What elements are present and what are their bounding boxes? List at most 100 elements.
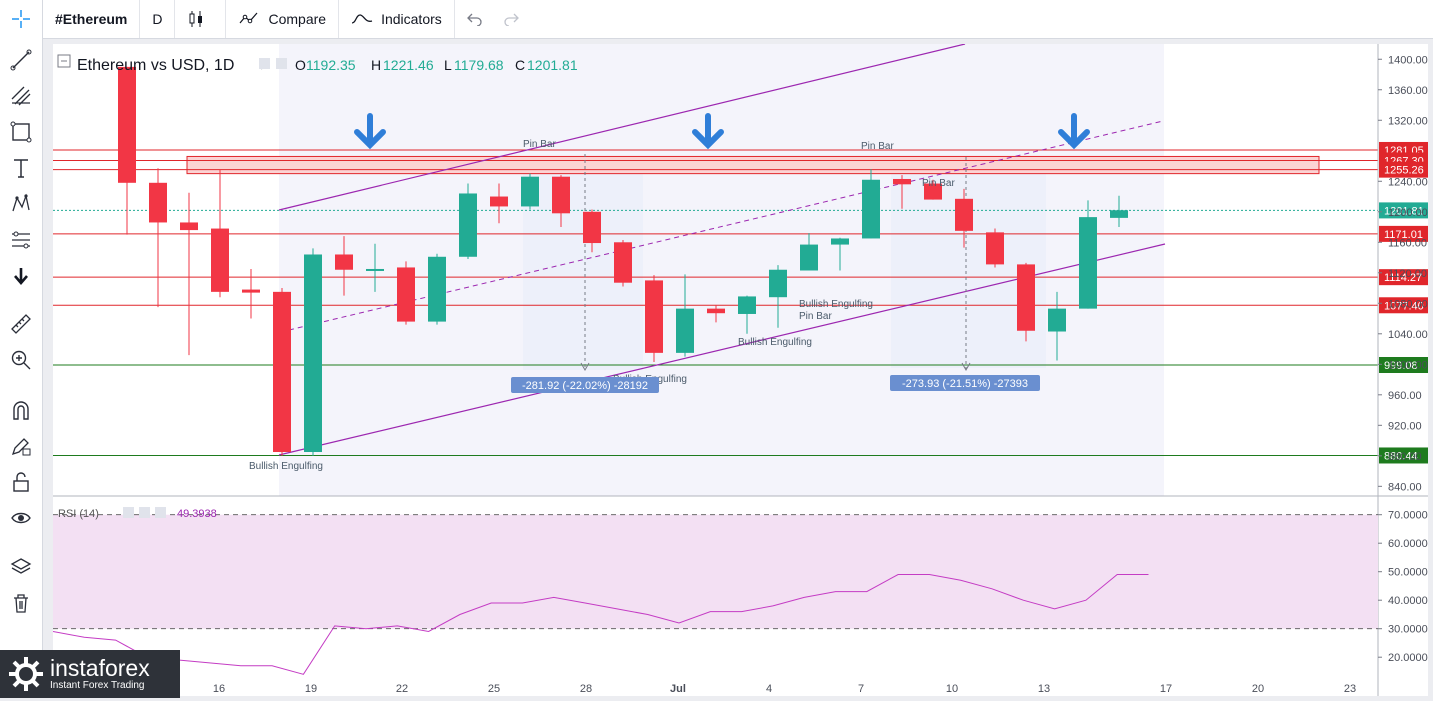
candle-body[interactable]	[707, 308, 725, 314]
candle-body[interactable]	[1110, 210, 1128, 218]
candle-body[interactable]	[862, 179, 880, 239]
magnet-icon[interactable]	[6, 395, 36, 425]
candle-body[interactable]	[304, 254, 322, 453]
level-price-label: 1171.01	[1384, 229, 1423, 241]
legend-c-label: C	[515, 57, 525, 73]
candle-body[interactable]	[211, 228, 229, 292]
trend-line-icon[interactable]	[6, 45, 36, 75]
candle-body[interactable]	[800, 244, 818, 271]
candle-body[interactable]	[149, 182, 167, 223]
x-tick-label: 28	[580, 683, 592, 695]
candle-body[interactable]	[428, 256, 446, 322]
pitchfork-icon[interactable]	[6, 81, 36, 111]
candle-body[interactable]	[366, 268, 384, 271]
candle-body[interactable]	[645, 280, 663, 353]
zoom-in-icon[interactable]	[6, 345, 36, 375]
y-tick-label: 1120.00	[1388, 268, 1427, 280]
crosshair-icon[interactable]	[6, 4, 36, 34]
candle-body[interactable]	[1017, 264, 1035, 331]
candle-body[interactable]	[552, 176, 570, 214]
level-price-label: 1077.40	[1384, 300, 1424, 312]
x-tick-label: 10	[946, 683, 958, 695]
undo-icon	[466, 13, 482, 26]
candle-body[interactable]	[335, 254, 353, 270]
candle-body[interactable]	[1079, 217, 1097, 309]
channel-upper-line[interactable]	[278, 43, 966, 211]
candle-body[interactable]	[521, 176, 539, 207]
redo-icon	[504, 13, 519, 26]
candle-body[interactable]	[769, 269, 787, 298]
lock-icon[interactable]	[6, 467, 36, 497]
interval-button[interactable]: D	[140, 0, 176, 38]
candle-body[interactable]	[924, 183, 942, 200]
candle-body[interactable]	[242, 289, 260, 293]
layers-icon[interactable]	[6, 552, 36, 582]
candle-body[interactable]	[583, 211, 601, 244]
rectangle-icon[interactable]	[6, 117, 36, 147]
candle-body[interactable]	[273, 291, 291, 453]
x-tick-label: 22	[396, 683, 408, 695]
measure-badge-label: -273.93 (-21.51%) -27393	[902, 378, 1028, 390]
indicators-icon	[351, 14, 373, 24]
brand-logo: instaforex Instant Forex Trading	[0, 650, 180, 698]
candle-body[interactable]	[180, 222, 198, 231]
ruler-icon[interactable]	[6, 309, 36, 339]
legend-h-value: 1221.46	[383, 57, 434, 73]
symbol-search[interactable]: #Ethereum	[43, 0, 141, 38]
pattern-label: Pin Bar	[861, 141, 894, 152]
x-tick-label: 7	[858, 683, 864, 695]
fib-icon[interactable]	[6, 225, 36, 255]
indicators-button[interactable]: Indicators	[339, 0, 455, 38]
compare-button[interactable]: Compare	[226, 0, 340, 38]
chart-style-button[interactable]	[175, 0, 227, 38]
pattern-icon[interactable]	[6, 189, 36, 219]
pattern-label: Pin Bar	[523, 139, 556, 150]
candle-body[interactable]	[1048, 308, 1066, 332]
y-tick-label: 840.00	[1388, 481, 1422, 493]
candle-body[interactable]	[118, 66, 136, 183]
y-tick-label: 1360.00	[1388, 85, 1428, 97]
y-tick-label: 1200.00	[1388, 207, 1428, 219]
candle-body[interactable]	[738, 296, 756, 314]
text-icon[interactable]	[6, 153, 36, 183]
x-tick-label: 17	[1160, 683, 1172, 695]
down-arrow-marker[interactable]	[354, 113, 386, 150]
top-toolbar: #Ethereum D Compare Indicators	[43, 0, 1433, 39]
pattern-label: Pin Bar	[922, 178, 955, 189]
arrow-down-icon[interactable]	[6, 261, 36, 291]
level-price-label: 880.44	[1384, 450, 1418, 462]
interval-label: D	[152, 11, 163, 27]
candle-body[interactable]	[490, 196, 508, 207]
level-price-tag	[1379, 161, 1428, 178]
undo-button[interactable]	[455, 0, 503, 38]
pattern-label: Bullish Engulfing	[738, 337, 812, 348]
candle-body[interactable]	[397, 267, 415, 322]
candles-icon	[189, 11, 203, 27]
candle-body[interactable]	[831, 238, 849, 245]
candle-body[interactable]	[614, 242, 632, 283]
gear-icon[interactable]	[276, 58, 287, 69]
legend-o-value: 1192.35	[306, 57, 356, 73]
compare-label: Compare	[268, 11, 327, 27]
candle-body[interactable]	[986, 232, 1004, 265]
candle-body[interactable]	[676, 308, 694, 353]
candle-body[interactable]	[459, 193, 477, 257]
candle-body[interactable]	[893, 178, 911, 185]
chart-area[interactable]: 1281.05 1267.30 1255.26 1171.01 1114.27 1077.…	[52, 43, 1428, 696]
down-arrow-marker[interactable]	[1058, 113, 1090, 150]
rsi-title: RSI (14)	[58, 508, 99, 520]
redo-button[interactable]	[503, 0, 539, 38]
pencil-lock-icon[interactable]	[6, 431, 36, 461]
channel-mid-line[interactable]	[288, 120, 1164, 331]
brand-name: instaforex	[50, 655, 150, 681]
trash-icon[interactable]	[6, 588, 36, 618]
eye-icon[interactable]	[6, 503, 36, 533]
candle-body[interactable]	[955, 198, 973, 231]
rsi-close-icon[interactable]	[155, 507, 166, 518]
settings-icon[interactable]	[259, 58, 270, 69]
y-tick-label: 920.00	[1388, 420, 1422, 432]
rsi-settings-icon[interactable]	[139, 507, 150, 518]
rsi-eye-icon[interactable]	[123, 507, 134, 518]
down-arrow-marker[interactable]	[692, 113, 724, 150]
compare-icon	[240, 12, 258, 24]
